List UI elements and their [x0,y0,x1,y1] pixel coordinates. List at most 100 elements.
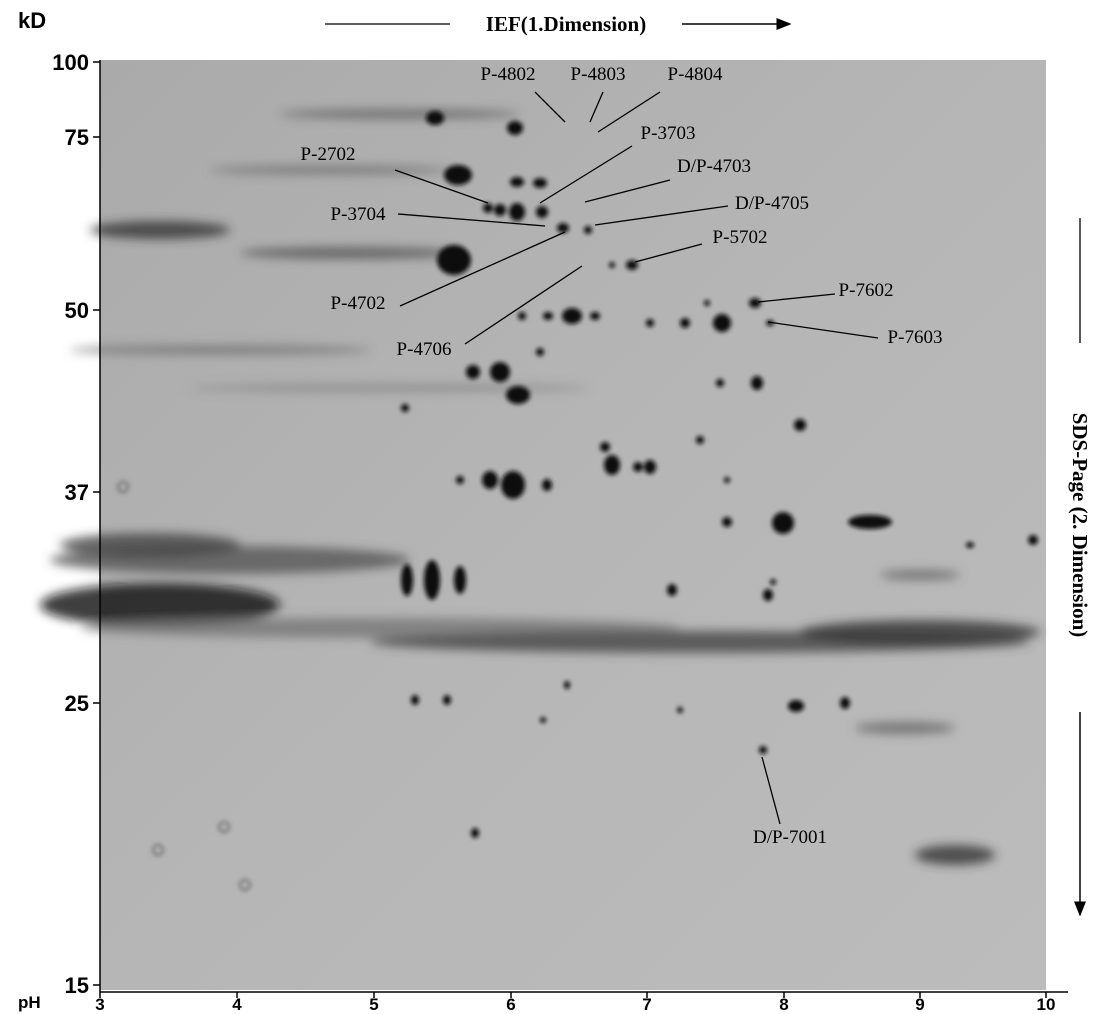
spot [557,223,569,233]
y-tick-label: 75 [65,125,89,150]
spot [722,517,732,527]
spot [763,589,773,601]
x-tick-label: 3 [95,995,104,1014]
spot [766,320,774,326]
leader-line [597,91,661,133]
spot [401,564,413,596]
leader-line [761,756,781,825]
artifact [117,481,129,493]
y-tick-label: 25 [65,691,89,716]
spot [542,479,552,491]
spot [600,442,610,452]
spot [564,681,570,689]
smear [90,221,230,239]
spot [772,512,794,534]
y-tick-label: 100 [52,50,89,75]
x-tick-label: 6 [506,995,515,1014]
spot [444,165,472,185]
spot-label: P-4706 [397,339,452,360]
spot [724,477,730,483]
spot [590,312,600,320]
y-tick-label: 15 [65,973,89,998]
spots [117,111,1038,891]
smears [40,109,1040,865]
spot-label: P-3703 [641,123,696,144]
spot [536,206,548,218]
spot [751,376,763,390]
x-tick-label: 9 [915,995,924,1014]
spot [770,579,776,585]
spot [677,707,683,713]
smear [280,109,520,119]
spot [490,362,510,382]
spot [680,318,690,328]
ticks: 100 75 50 37 25 15 3 4 5 6 7 8 9 10 [52,50,1055,1014]
spot [506,386,530,404]
spot [704,300,710,306]
spot-label: D/P-7001 [753,827,827,848]
smear [800,620,1040,644]
smear [855,722,955,734]
smear [210,165,450,175]
spot [584,226,592,234]
spot-label: D/P-4703 [677,156,751,177]
spot [437,245,471,275]
leader-line [399,231,566,307]
spot [626,260,638,270]
spot [471,828,479,838]
leader-line [394,169,489,204]
spot [788,700,804,712]
spot [533,178,547,188]
x-tick-label: 7 [642,995,651,1014]
y-tick-label: 37 [65,480,89,505]
spot [401,404,409,412]
spot [424,560,440,600]
spot-label: P-3704 [331,204,386,225]
x-tick-label: 10 [1037,995,1056,1014]
spot [667,584,677,596]
spot [644,460,656,474]
spot [501,471,525,499]
artifact [239,879,251,891]
spot [482,471,498,489]
artifact [218,821,230,833]
leader-line [464,265,583,345]
spot-label: P-7602 [839,280,894,301]
spot [540,717,546,723]
spot [646,319,654,327]
spot [696,436,704,444]
spot [759,746,767,754]
gel [100,60,1046,990]
artifact [152,844,164,856]
spot [507,121,523,135]
spot [536,348,544,356]
spot [411,695,419,705]
leader-line [594,205,729,226]
spot-label: D/P-4705 [735,193,809,214]
spot [509,203,525,221]
leader-line [584,179,671,203]
smear [190,384,590,392]
spot [518,312,526,320]
x-tick-label: 5 [369,995,378,1014]
spot [456,476,464,484]
spot [510,177,524,187]
leader-line [634,243,703,263]
smear [880,570,960,580]
spot [466,365,480,379]
smear [70,345,370,355]
y-unit: kD [18,8,46,33]
spot [749,298,761,308]
leader-line [589,91,604,123]
spot-label: P-4804 [668,64,723,85]
spot [494,204,506,216]
leader-line [767,321,879,339]
leader-line [534,91,566,123]
x-title: IEF(1.Dimension) [486,12,646,36]
spot-label: P-7603 [888,327,943,348]
spot [794,419,806,431]
spot [716,379,724,387]
spot [966,542,974,548]
spot [543,312,553,320]
